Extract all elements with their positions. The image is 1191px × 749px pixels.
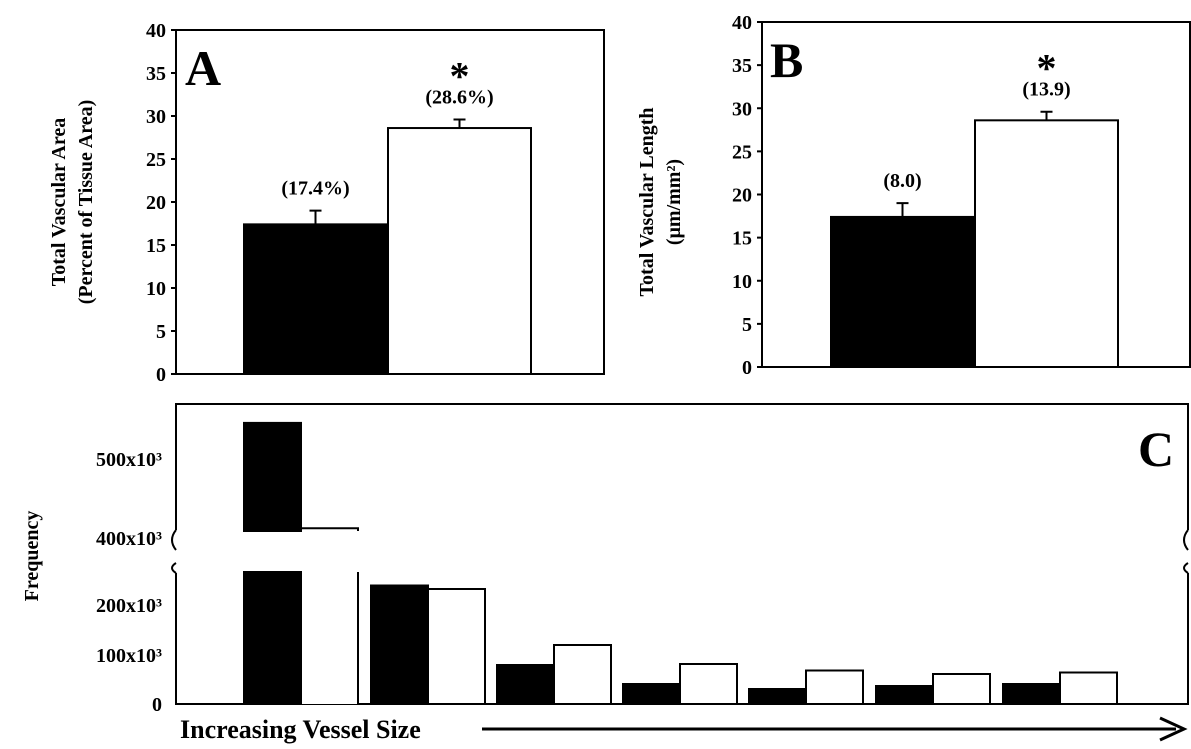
panel-c-bar-white	[553, 644, 612, 705]
panel-c-axis-break-right	[1183, 529, 1189, 574]
panel-c-bars	[243, 421, 1118, 705]
panel-c-tick-400k: 400x10³	[96, 528, 162, 550]
panel-a-bar-black	[243, 223, 388, 375]
panel-c-bar-white	[679, 663, 738, 705]
panel-c-bar-black	[622, 683, 681, 705]
panel-c-bar-white	[805, 669, 864, 705]
panel-a-value-label-black: (17.4%)	[281, 178, 349, 200]
panel-c-axis-break-left	[171, 529, 177, 574]
panel-c-bar-black	[748, 688, 807, 705]
a-tick-label: 20	[146, 192, 166, 214]
a-tick-label: 35	[146, 63, 166, 85]
panel-c-bar-black	[370, 584, 429, 705]
panel-c-bar-black	[496, 664, 555, 705]
panel-b-significance-star: *	[1037, 46, 1057, 91]
panel-a-errorbar-black	[309, 209, 322, 225]
b-tick-label: 40	[732, 12, 752, 34]
panel-b-ylabel-line1: Total Vascular Length	[636, 108, 658, 297]
a-tick-label: 0	[156, 364, 166, 386]
b-tick-label: 0	[742, 357, 752, 379]
panel-b-value-label-white: (13.9)	[1022, 79, 1070, 101]
a-tick-label: 40	[146, 20, 166, 42]
panel-c-x-arrowhead	[1159, 716, 1188, 742]
a-tick-label: 10	[146, 278, 166, 300]
b-tick-label: 35	[732, 55, 752, 77]
panel-a-significance-star: *	[450, 53, 470, 98]
panel-c-bar-white	[932, 673, 991, 705]
panel-c-bar-white	[427, 588, 486, 705]
panel-c-ylabel: Frequency	[21, 511, 43, 602]
b-tick-label: 5	[742, 314, 752, 336]
panel-a-value-label-white: (28.6%)	[425, 86, 493, 108]
panel-c-tick-200k: 200x10³	[96, 595, 162, 617]
a-tick-label: 25	[146, 149, 166, 171]
panel-b-letter: B	[770, 32, 803, 88]
panel-c-bar-white-lower-edges	[300, 572, 359, 704]
panel-b-errorbar-black	[896, 202, 909, 217]
a-tick-label: 15	[146, 235, 166, 257]
a-tick-label: 5	[156, 321, 166, 343]
panel-c-bar-black	[875, 685, 934, 705]
panel-b-bar-white	[974, 119, 1119, 368]
panel-c: C Frequency 0 100x10³ 200x10³ 400x10³ 50…	[21, 403, 1189, 744]
panel-b-y-ticks: 0 5 10 15 20 25 30 35 40	[732, 12, 762, 379]
panel-b-errorbar-white	[1040, 110, 1053, 121]
b-tick-label: 15	[732, 228, 752, 250]
panel-c-bar-black-lower	[243, 571, 302, 705]
panel-c-tick-0: 0	[152, 694, 162, 716]
panel-c-xlabel: Increasing Vessel Size	[180, 715, 421, 744]
panel-c-bar-black	[1002, 683, 1061, 705]
b-tick-label: 30	[732, 98, 752, 120]
panel-b-bar-black	[830, 215, 975, 368]
b-tick-label: 25	[732, 141, 752, 163]
panel-a-ylabel-line2: (Percent of Tissue Area)	[75, 100, 97, 305]
panel-b-value-label-black: (8.0)	[883, 170, 921, 192]
panel-a-ylabel-line1: Total Vascular Area	[48, 118, 70, 287]
panel-b: 0 5 10 15 20 25 30 35 40 B Total Vascular Length…	[636, 12, 1191, 379]
panel-a: 0 5 10 15 20 25 30 35 40 A Total Vascular Area (…	[48, 20, 605, 386]
b-tick-label: 20	[732, 185, 752, 207]
panel-c-upper-frame	[175, 403, 1189, 530]
panel-c-letter: C	[1138, 421, 1174, 477]
panel-c-bar-black-upper	[243, 421, 302, 532]
panel-c-bar-white-upper	[300, 527, 359, 531]
a-tick-label: 30	[146, 106, 166, 128]
panel-a-errorbar-white	[453, 118, 466, 129]
panel-a-y-ticks: 0 5 10 15 20 25 30 35 40	[146, 20, 176, 386]
panel-c-tick-100k: 100x10³	[96, 645, 162, 667]
panel-a-bar-white	[387, 127, 532, 375]
panel-c-tick-500k: 500x10³	[96, 449, 162, 471]
panel-c-bar-white	[1059, 671, 1118, 705]
panel-c-bar-white-lower	[301, 572, 358, 704]
panel-a-letter: A	[185, 40, 221, 96]
b-tick-label: 10	[732, 271, 752, 293]
panel-b-ylabel-line2: (μm/mm²)	[663, 159, 685, 245]
